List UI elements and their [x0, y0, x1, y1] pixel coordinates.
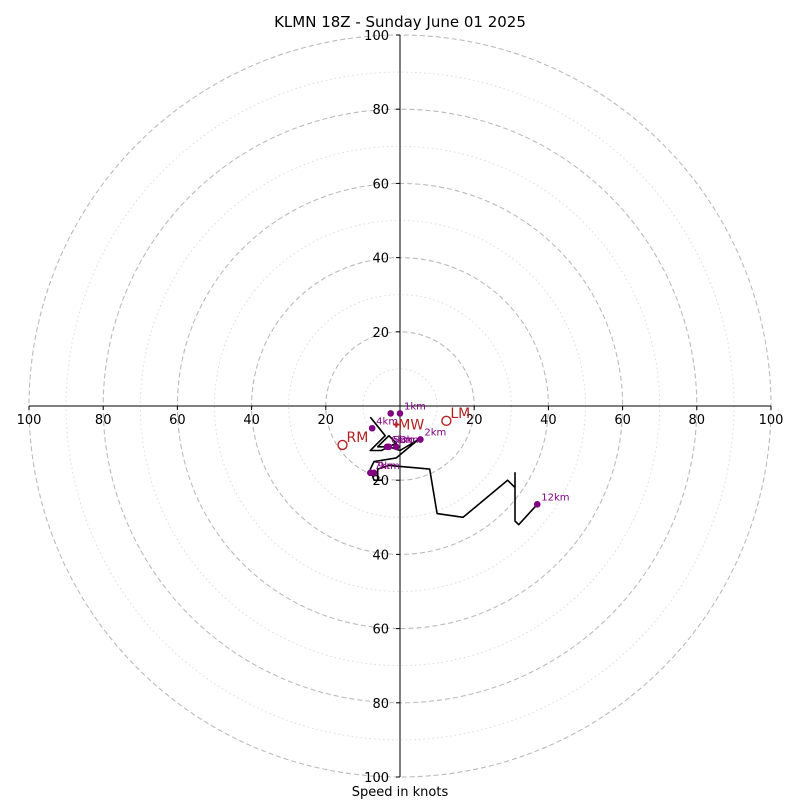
y-tick-label: 80: [372, 697, 389, 712]
height-point: [387, 410, 395, 417]
x-tick-label: 60: [169, 413, 186, 428]
height-label: 4km: [376, 416, 398, 427]
chart-title: KLMN 18Z - Sunday June 01 2025: [274, 13, 526, 31]
x-axis-label: Speed in knots: [352, 785, 449, 800]
y-tick-label: 60: [372, 623, 389, 638]
left-mover-label: LM: [450, 406, 470, 422]
x-tick-label: 80: [689, 413, 706, 428]
height-point: [533, 501, 541, 508]
height-point: [370, 469, 378, 477]
x-tick-label: 20: [318, 413, 335, 428]
height-label: 7km: [374, 461, 396, 472]
height-point: [396, 410, 404, 417]
x-tick-label: 40: [243, 413, 260, 428]
axes: [29, 35, 771, 777]
y-tick-label: 20: [372, 326, 389, 341]
right-mover-marker: [337, 439, 348, 451]
y-tick-label: 20: [372, 474, 389, 489]
height-label: 2km: [424, 427, 446, 438]
height-label: 9km: [378, 461, 400, 472]
y-tick-label: 100: [364, 771, 389, 786]
mean-wind-label: MW: [398, 418, 424, 434]
y-tick-label: 40: [372, 548, 389, 563]
x-tick-label: 20: [466, 413, 483, 428]
height-label: 6km: [391, 435, 413, 446]
height-label: 1km: [404, 401, 426, 412]
x-tick-label: 100: [17, 413, 42, 428]
height-point: [417, 436, 424, 443]
height-point: [368, 424, 376, 432]
right-mover-label: RM: [346, 430, 368, 446]
x-tick-label: 60: [614, 413, 631, 428]
tick-labels: 100 80 60 40 20 20 40 60 80 100 100 80 60 40 20 20 40 60 8…: [17, 29, 784, 786]
x-tick-label: 40: [540, 413, 557, 428]
storm-motions: LM MW RM: [337, 406, 470, 451]
height-label: 5km: [393, 435, 415, 446]
x-tick-label: 80: [95, 413, 112, 428]
y-tick-label: 40: [372, 252, 389, 267]
x-tick-label: 100: [759, 413, 784, 428]
height-label: 12km: [541, 492, 569, 503]
y-tick-label: 60: [372, 177, 389, 192]
y-tick-label: 100: [364, 29, 389, 44]
height-point: [392, 443, 400, 451]
y-tick-label: 80: [372, 103, 389, 118]
height-point: [383, 443, 391, 451]
height-label: 3km: [400, 435, 422, 446]
left-mover-marker: [441, 415, 452, 427]
